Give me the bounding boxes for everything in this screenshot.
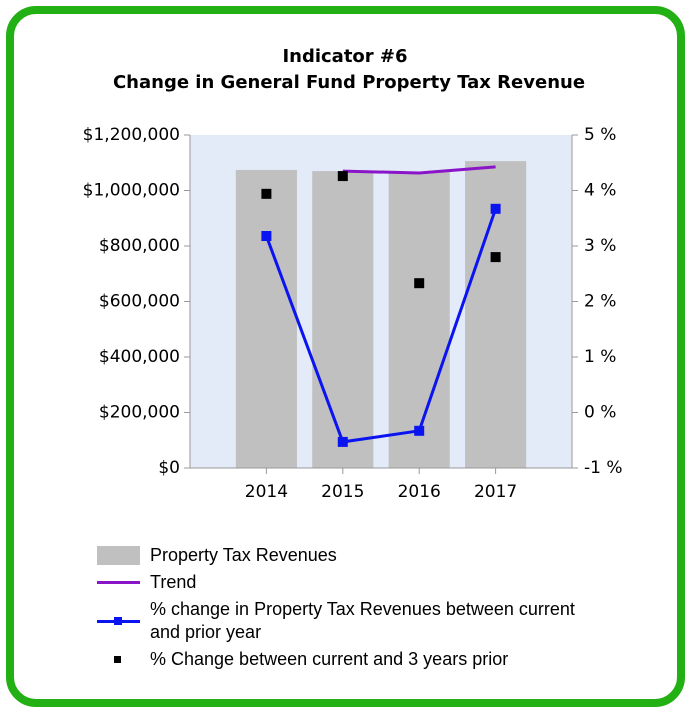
- legend-item: % Change between current and 3 years pri…: [97, 648, 580, 671]
- y-tick-label: $0: [158, 458, 180, 478]
- marker: [261, 231, 272, 242]
- y-tick-label: $1,000,000: [83, 181, 180, 201]
- bar: [388, 171, 450, 468]
- x-tick-label: 2017: [474, 482, 517, 502]
- legend-item: % change in Property Tax Revenues betwee…: [97, 598, 580, 644]
- line-2: [264, 208, 498, 444]
- legend-label: % change in Property Tax Revenues betwee…: [150, 599, 575, 642]
- legend-swatch: [97, 648, 140, 670]
- y-tick-label: $800,000: [99, 236, 180, 256]
- legend-label: % Change between current and 3 years pri…: [150, 649, 509, 669]
- x-tick-label: 2015: [321, 482, 364, 502]
- marker: [414, 425, 425, 436]
- chart-title: Indicator #6: [282, 46, 407, 67]
- y-tick-label: $600,000: [99, 292, 180, 312]
- point: [337, 171, 348, 182]
- y2-tick-label: 4 %: [584, 181, 616, 201]
- legend-item: Property Tax Revenues: [97, 544, 580, 567]
- x-tick-label: 2016: [398, 482, 441, 502]
- point: [261, 188, 272, 199]
- legend-swatch: [97, 598, 140, 644]
- marker: [337, 436, 348, 447]
- chart-subtitle: Change in General Fund Property Tax Reve…: [113, 72, 585, 93]
- point: [490, 252, 501, 263]
- legend-label: Trend: [150, 572, 197, 592]
- y2-tick-label: 1 %: [584, 347, 616, 367]
- legend-label: Property Tax Revenues: [150, 545, 337, 565]
- bar: [235, 169, 297, 468]
- point: [414, 278, 425, 289]
- y2-tick-label: 5 %: [584, 125, 616, 145]
- y-tick-label: $400,000: [99, 347, 180, 367]
- legend-swatch: [97, 544, 140, 566]
- y-tick-label: $1,200,000: [83, 125, 180, 145]
- y-tick-label: $200,000: [99, 403, 180, 423]
- bar: [312, 171, 374, 468]
- y2-tick-label: 3 %: [584, 236, 616, 256]
- y2-tick-label: 2 %: [584, 292, 616, 312]
- legend: Property Tax Revenues Trend % change in Pr…: [97, 544, 580, 675]
- marker: [490, 203, 501, 214]
- legend-swatch: [97, 571, 140, 593]
- y2-tick-label: -1 %: [584, 458, 623, 478]
- legend-item: Trend: [97, 571, 580, 594]
- x-tick-label: 2014: [245, 482, 288, 502]
- y2-tick-label: 0 %: [584, 403, 616, 423]
- line-1: [342, 165, 496, 175]
